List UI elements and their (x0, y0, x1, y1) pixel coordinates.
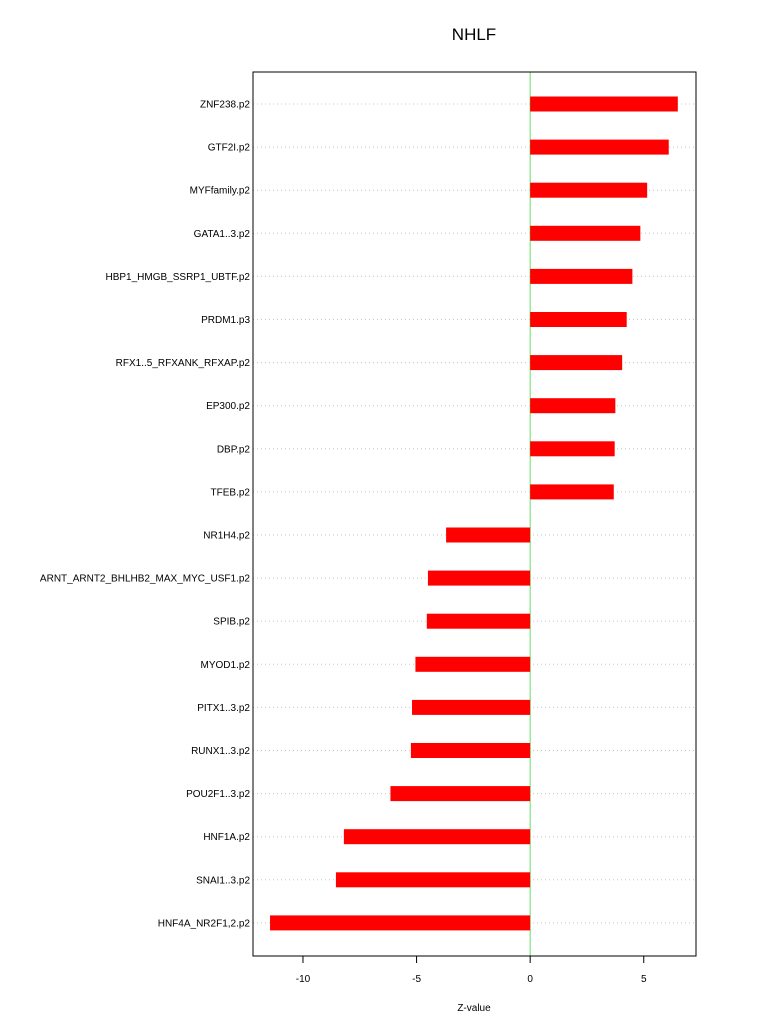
category-label: DBP.p2 (217, 444, 251, 455)
bar (270, 915, 531, 931)
bar (410, 743, 531, 758)
category-label: PRDM1.p3 (201, 315, 250, 326)
x-tick-label: -10 (296, 974, 311, 985)
bar (530, 96, 678, 112)
x-tick-label: 5 (641, 974, 647, 985)
bar (530, 312, 627, 327)
bar (343, 829, 531, 845)
category-label: SPIB.p2 (213, 617, 250, 628)
bar (446, 527, 531, 543)
bar (530, 355, 623, 371)
category-label: NR1H4.p2 (203, 531, 250, 542)
chart-title: NHLF (452, 25, 496, 44)
category-label: HNF4A_NR2F1,2.p2 (158, 918, 251, 929)
category-label: MYFfamily.p2 (190, 186, 251, 197)
category-label: TFEB.p2 (211, 487, 251, 498)
bar (530, 441, 615, 457)
bar (427, 570, 531, 586)
category-label: PITX1..3.p2 (197, 703, 250, 714)
x-tick-label: 0 (527, 974, 533, 985)
category-label: SNAI1..3.p2 (196, 875, 250, 886)
category-label: GTF2I.p2 (208, 143, 251, 154)
category-label: ZNF238.p2 (200, 100, 250, 111)
bar (530, 398, 616, 414)
category-label: ARNT_ARNT2_BHLHB2_MAX_MYC_USF1.p2 (40, 574, 251, 585)
bar (412, 699, 531, 715)
bar (530, 182, 648, 198)
x-axis: -10 -5 0 5 (296, 955, 647, 985)
category-label: EP300.p2 (206, 401, 250, 412)
category-label: RUNX1..3.p2 (191, 746, 250, 757)
bar (530, 484, 614, 500)
bar (530, 225, 641, 241)
category-label: MYOD1.p2 (201, 660, 251, 671)
plot-frame (252, 71, 697, 957)
bars-layer (270, 96, 678, 931)
category-labels: ZNF238.p2 GTF2I.p2 MYFfamily.p2 GATA1..3.p2… (40, 100, 251, 930)
category-label: GATA1..3.p2 (194, 229, 251, 240)
bar (415, 656, 531, 672)
category-label: HBP1_HMGB_SSRP1_UBTF.p2 (105, 272, 250, 283)
bar (426, 613, 531, 629)
bar (335, 872, 531, 888)
category-label: RFX1..5_RFXANK_RFXAP.p2 (116, 358, 251, 369)
category-label: POU2F1..3.p2 (186, 789, 250, 800)
bar (390, 786, 531, 802)
x-axis-label: Z-value (457, 1003, 491, 1014)
bar (530, 139, 669, 155)
bar (530, 268, 633, 284)
category-label: HNF1A.p2 (203, 832, 250, 843)
x-tick-label: -5 (412, 974, 421, 985)
